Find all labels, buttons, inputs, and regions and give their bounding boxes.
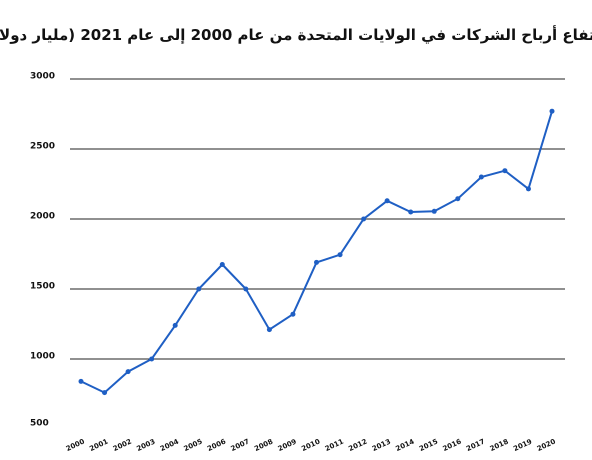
point — [172, 322, 178, 328]
y-tick-label: 3000 — [30, 72, 55, 82]
point — [502, 168, 508, 174]
chart-title: ارتفاع أرباح الشركات في الولايات المتحدة… — [0, 25, 592, 44]
y-tick-label: 2500 — [30, 142, 55, 152]
point — [549, 108, 555, 114]
point — [337, 252, 343, 258]
y-tick-label: 1000 — [30, 352, 55, 362]
point — [219, 262, 225, 267]
point — [525, 186, 531, 192]
point — [149, 356, 155, 362]
point — [431, 208, 437, 214]
point — [478, 174, 484, 180]
point — [125, 369, 131, 375]
point — [290, 311, 296, 317]
y-tick-label: 500 — [30, 419, 49, 429]
point — [361, 216, 367, 222]
point — [384, 198, 390, 204]
y-tick-label: 1500 — [30, 282, 55, 292]
point — [314, 259, 319, 265]
y-tick-label: 2000 — [30, 212, 55, 222]
point — [266, 327, 272, 333]
point — [78, 378, 84, 384]
point — [102, 390, 108, 396]
point — [455, 196, 461, 202]
point — [196, 286, 202, 292]
point — [243, 286, 249, 292]
point — [408, 209, 414, 215]
